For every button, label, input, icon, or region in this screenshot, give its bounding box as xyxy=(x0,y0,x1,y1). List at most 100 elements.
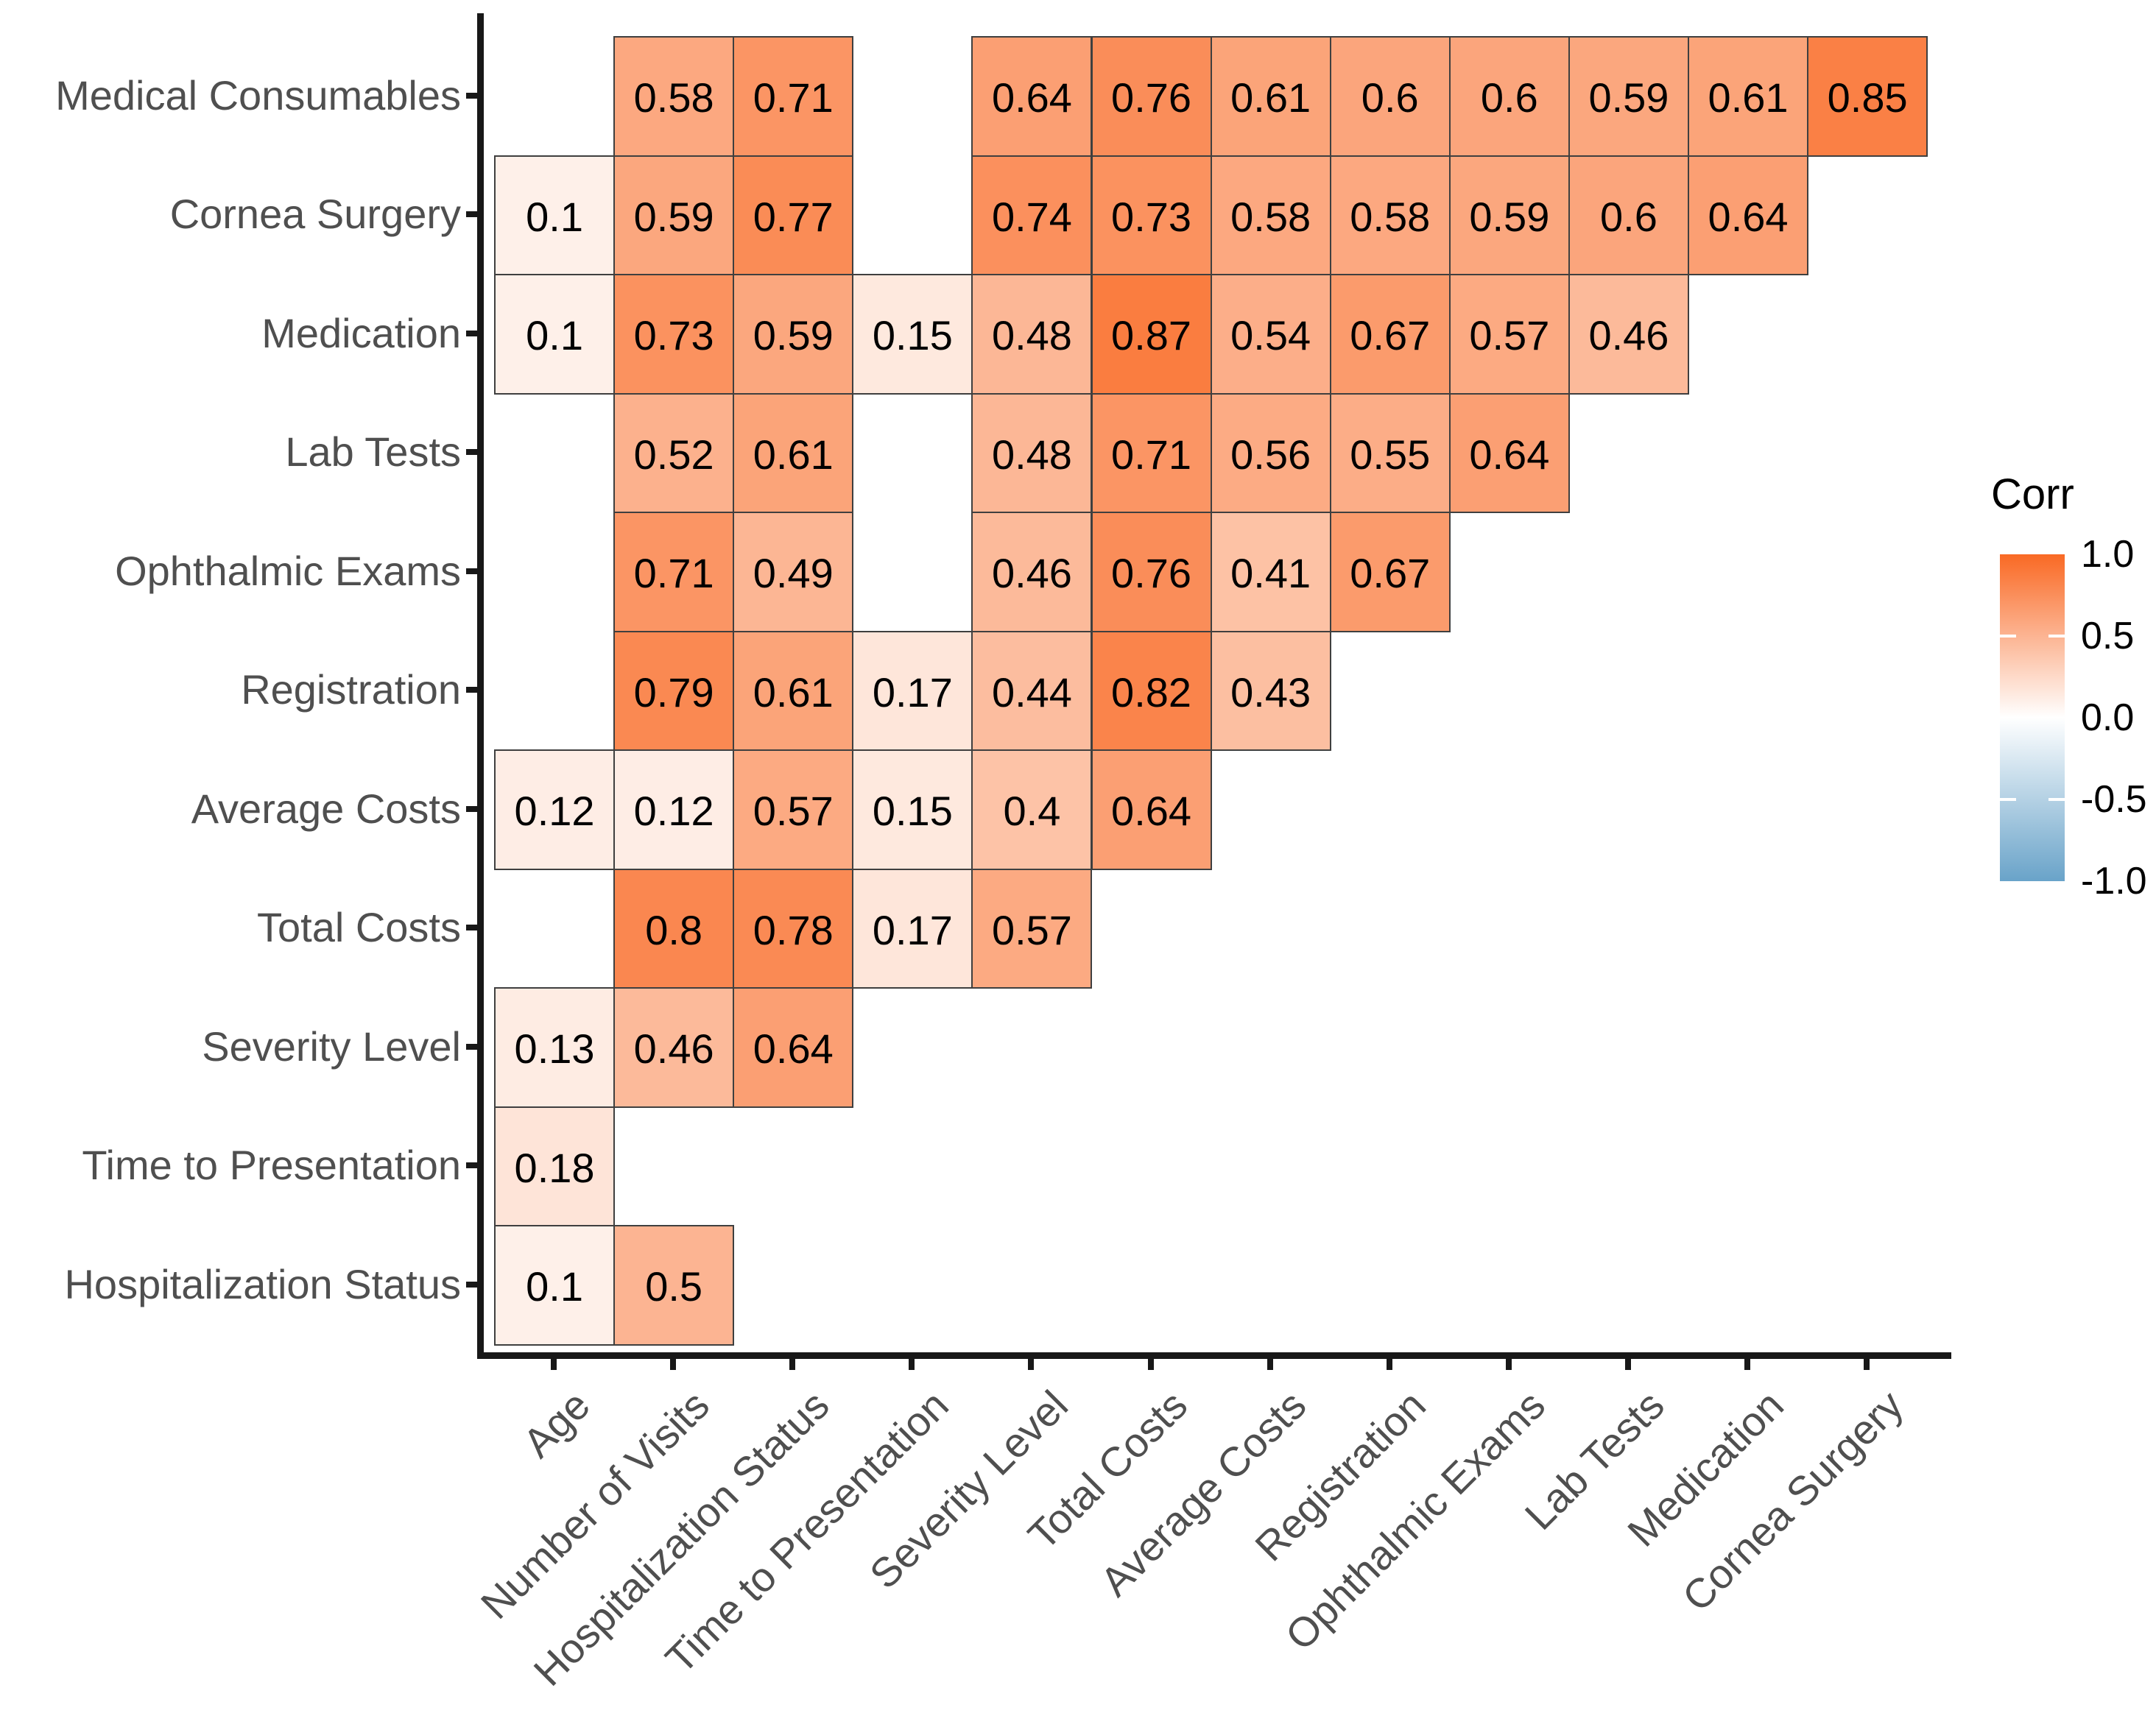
heatmap-cell: 0.49 xyxy=(733,512,854,632)
legend-bar-tick xyxy=(2048,798,2065,801)
legend-bar-tick xyxy=(2000,798,2016,801)
heatmap-cell: 0.64 xyxy=(971,36,1093,157)
x-axis-label: Cornea Surgery xyxy=(1673,1381,1912,1620)
heatmap-cell: 0.67 xyxy=(1329,512,1451,632)
x-axis-tick xyxy=(551,1359,557,1370)
heatmap-cell: 0.64 xyxy=(1091,749,1212,870)
heatmap-cell: 0.87 xyxy=(1091,274,1212,395)
y-axis-label: Average Costs xyxy=(191,785,461,832)
y-axis-label: Total Costs xyxy=(257,904,461,951)
y-axis-tick xyxy=(466,925,477,931)
heatmap-cell: 0.15 xyxy=(852,274,973,395)
x-axis-tick xyxy=(670,1359,677,1370)
y-axis-label: Lab Tests xyxy=(285,428,461,476)
heatmap-cell: 0.8 xyxy=(613,868,735,989)
heatmap-cell: 0.67 xyxy=(1329,274,1451,395)
heatmap-cell: 0.46 xyxy=(1568,274,1689,395)
heatmap-cell: 0.6 xyxy=(1568,155,1689,275)
heatmap-cell: 0.18 xyxy=(494,1106,616,1226)
y-axis-tick xyxy=(466,449,477,456)
x-axis-tick xyxy=(789,1359,796,1370)
y-axis-label: Ophthalmic Exams xyxy=(115,547,461,594)
legend-title: Corr xyxy=(1991,470,2074,518)
x-axis-tick xyxy=(1147,1359,1154,1370)
y-axis-tick xyxy=(466,687,477,693)
heatmap-cell: 0.12 xyxy=(613,749,735,870)
legend-tick-label: -0.5 xyxy=(2081,778,2147,821)
y-axis-tick xyxy=(466,1281,477,1288)
heatmap-cell: 0.1 xyxy=(494,274,616,395)
legend-bar-tick xyxy=(2048,635,2065,638)
heatmap-cell: 0.74 xyxy=(971,155,1093,275)
heatmap-cell: 0.5 xyxy=(613,1225,735,1346)
x-axis-tick xyxy=(1386,1359,1392,1370)
y-axis-label: Hospitalization Status xyxy=(64,1260,461,1307)
y-axis-label: Medical Consumables xyxy=(55,71,461,119)
heatmap-cell: 0.46 xyxy=(613,987,735,1108)
legend-tick-label: 1.0 xyxy=(2081,533,2135,576)
x-axis-tick xyxy=(909,1359,915,1370)
y-axis-line xyxy=(477,13,484,1359)
heatmap-cell: 0.58 xyxy=(1210,155,1331,275)
heatmap-cell: 0.15 xyxy=(852,749,973,870)
heatmap-cell: 0.61 xyxy=(733,392,854,513)
legend-gradient-bar xyxy=(2000,554,2065,881)
heatmap-cell: 0.43 xyxy=(1210,630,1331,751)
y-axis-tick xyxy=(466,568,477,574)
x-axis-tick xyxy=(1505,1359,1512,1370)
legend-tick-label: 0.0 xyxy=(2081,696,2135,739)
legend-tick-label: 0.5 xyxy=(2081,615,2135,657)
heatmap-cell: 0.59 xyxy=(1568,36,1689,157)
heatmap-cell: 0.78 xyxy=(733,868,854,989)
heatmap-cell: 0.17 xyxy=(852,868,973,989)
x-axis-tick xyxy=(1624,1359,1631,1370)
heatmap-cell: 0.71 xyxy=(733,36,854,157)
heatmap-cell: 0.55 xyxy=(1329,392,1451,513)
heatmap-cell: 0.85 xyxy=(1807,36,1928,157)
x-axis-line xyxy=(477,1352,1951,1359)
heatmap-cell: 0.46 xyxy=(971,512,1093,632)
heatmap-cell: 0.41 xyxy=(1210,512,1331,632)
heatmap-cell: 0.6 xyxy=(1329,36,1451,157)
x-axis-label: Average Costs xyxy=(1091,1381,1315,1606)
heatmap-cell: 0.64 xyxy=(1688,155,1809,275)
x-axis-tick xyxy=(1744,1359,1751,1370)
heatmap-cell: 0.48 xyxy=(971,274,1093,395)
heatmap-cell: 0.4 xyxy=(971,749,1093,870)
heatmap-cell: 0.76 xyxy=(1091,36,1212,157)
heatmap-cell: 0.82 xyxy=(1091,630,1212,751)
heatmap-cell: 0.1 xyxy=(494,1225,616,1346)
heatmap-cell: 0.48 xyxy=(971,392,1093,513)
y-axis-tick xyxy=(466,211,477,218)
y-axis-label: Severity Level xyxy=(202,1023,461,1070)
legend-tick-label: -1.0 xyxy=(2081,860,2147,903)
y-axis-label: Time to Presentation xyxy=(82,1142,461,1189)
heatmap-cell: 0.73 xyxy=(1091,155,1212,275)
heatmap-cell: 0.71 xyxy=(613,512,735,632)
heatmap-cell: 0.1 xyxy=(494,155,616,275)
y-axis-tick xyxy=(466,330,477,336)
heatmap-cell: 0.17 xyxy=(852,630,973,751)
x-axis-label: Age xyxy=(514,1381,599,1466)
y-axis-label: Medication xyxy=(261,309,461,356)
heatmap-cell: 0.61 xyxy=(1210,36,1331,157)
heatmap-cell: 0.61 xyxy=(733,630,854,751)
heatmap-cell: 0.59 xyxy=(613,155,735,275)
legend-bar-tick xyxy=(2000,635,2016,638)
y-axis-tick xyxy=(466,1043,477,1050)
y-axis-label: Registration xyxy=(241,666,461,713)
heatmap-cell: 0.57 xyxy=(1448,274,1570,395)
heatmap-cell: 0.56 xyxy=(1210,392,1331,513)
y-axis-label: Cornea Surgery xyxy=(169,191,461,238)
x-axis-tick xyxy=(1028,1359,1035,1370)
x-axis-tick xyxy=(1864,1359,1870,1370)
heatmap-cell: 0.59 xyxy=(1448,155,1570,275)
heatmap-cell: 0.54 xyxy=(1210,274,1331,395)
heatmap-cell: 0.58 xyxy=(1329,155,1451,275)
heatmap-cell: 0.12 xyxy=(494,749,616,870)
heatmap-cell: 0.61 xyxy=(1688,36,1809,157)
heatmap-cell: 0.57 xyxy=(733,749,854,870)
heatmap-cell: 0.52 xyxy=(613,392,735,513)
heatmap-cell: 0.73 xyxy=(613,274,735,395)
